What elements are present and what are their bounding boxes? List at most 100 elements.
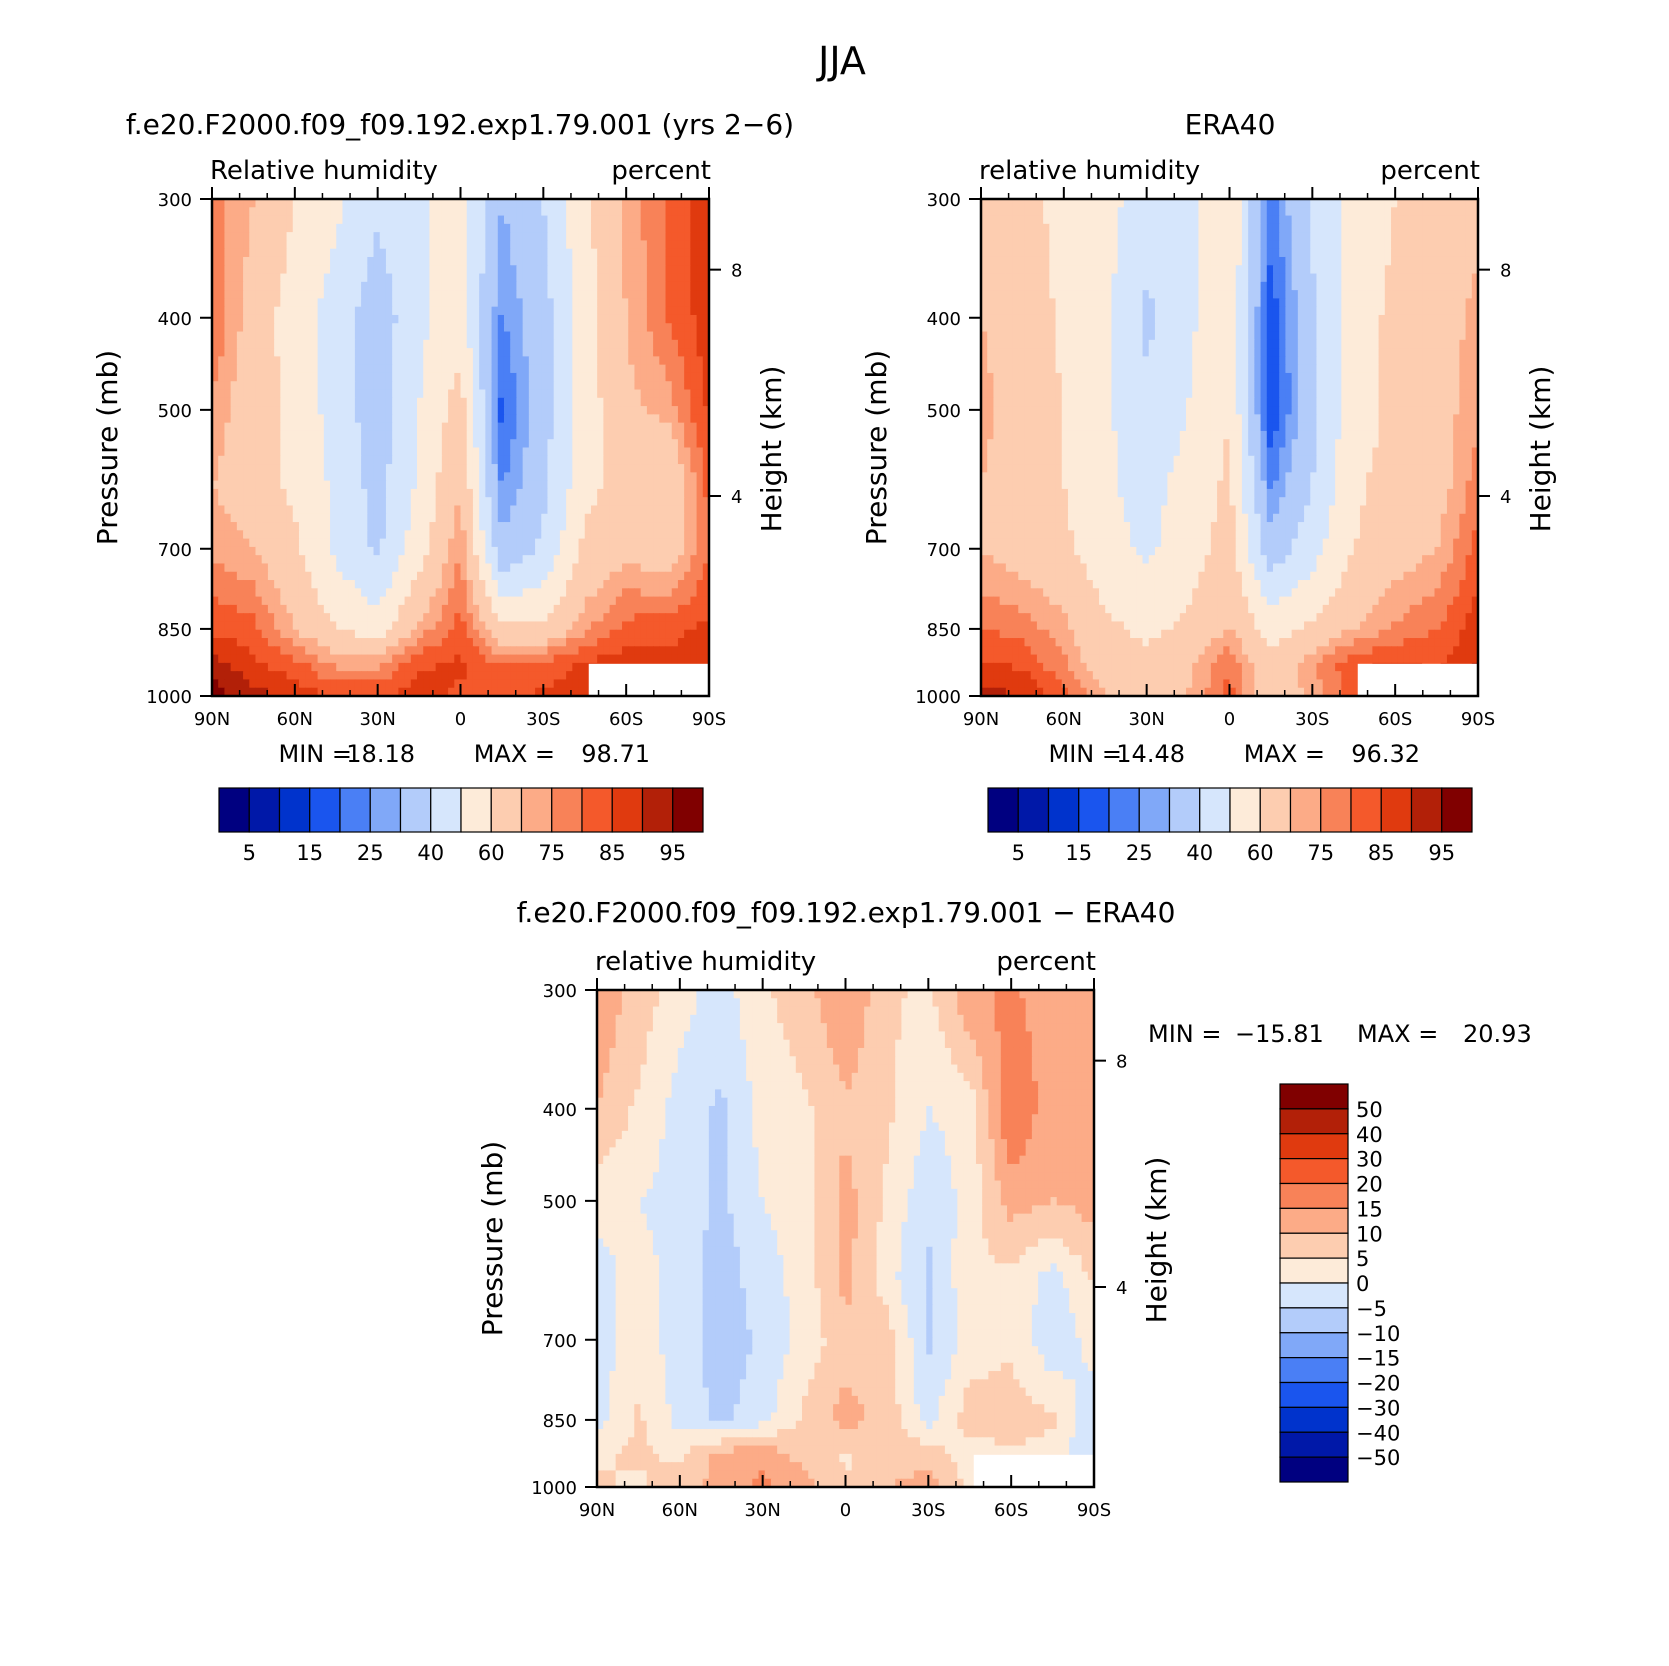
field-cell xyxy=(466,439,474,449)
field-cell xyxy=(479,199,486,208)
field-cell xyxy=(690,199,698,208)
field-cell xyxy=(553,613,561,623)
field-cell xyxy=(404,439,412,449)
field-cell xyxy=(603,613,611,623)
field-cell xyxy=(212,364,219,374)
field-cell xyxy=(317,406,325,415)
field-cell xyxy=(609,613,617,623)
field-cell xyxy=(298,430,306,440)
field-cell xyxy=(497,671,505,681)
field-cell xyxy=(280,397,288,407)
field-cell xyxy=(361,654,368,664)
field-cell xyxy=(584,621,592,631)
field-cell xyxy=(230,588,238,598)
field-cell xyxy=(553,381,561,391)
field-cell xyxy=(491,687,499,697)
field-cell xyxy=(566,604,573,614)
field-cell xyxy=(547,497,555,507)
field-cell xyxy=(559,348,567,357)
field-cell xyxy=(348,505,356,515)
field-cell xyxy=(603,505,611,515)
field-cell xyxy=(541,422,549,432)
colorbar-swatch xyxy=(399,787,432,833)
field-cell xyxy=(274,662,281,672)
field-cell xyxy=(230,290,238,299)
field-cell xyxy=(448,240,455,250)
field-cell xyxy=(578,687,586,697)
field-cell xyxy=(230,381,238,391)
field-cell xyxy=(671,638,679,647)
field-cell xyxy=(249,546,257,556)
field-cell xyxy=(361,406,368,415)
field-cell xyxy=(354,281,362,291)
field-cell xyxy=(392,306,399,316)
field-cell xyxy=(622,298,629,308)
field-cell xyxy=(615,298,623,308)
field-cell xyxy=(702,571,710,581)
field-cell xyxy=(528,323,536,333)
field-cell xyxy=(336,372,344,382)
field-cell xyxy=(373,207,381,217)
field-cell xyxy=(361,207,368,217)
field-cell xyxy=(379,687,387,697)
field-cell xyxy=(1154,199,1162,208)
field-cell xyxy=(702,546,710,556)
field-cell xyxy=(373,638,381,647)
field-cell xyxy=(454,530,462,540)
field-cell xyxy=(485,513,493,523)
field-cell xyxy=(578,414,586,424)
field-cell xyxy=(1384,199,1392,208)
field-cell xyxy=(410,671,418,681)
field-cell xyxy=(410,555,418,565)
field-cell xyxy=(330,654,337,664)
field-cell xyxy=(286,522,294,531)
field-cell xyxy=(317,621,325,631)
field-cell xyxy=(696,389,704,399)
field-cell xyxy=(429,555,437,565)
field-cell xyxy=(280,488,288,498)
field-cell xyxy=(1086,199,1094,208)
field-cell xyxy=(510,464,518,473)
field-cell xyxy=(261,455,269,465)
field-cell xyxy=(398,314,406,324)
field-cell xyxy=(435,265,443,275)
field-cell xyxy=(479,323,486,333)
field-cell xyxy=(615,256,623,266)
field-cell xyxy=(342,430,350,440)
field-cell xyxy=(472,488,480,498)
field-cell xyxy=(522,671,530,681)
field-cell xyxy=(286,348,294,357)
field-cell xyxy=(1005,207,1013,217)
field-cell xyxy=(665,654,673,664)
field-cell xyxy=(578,215,586,225)
field-cell xyxy=(485,555,493,565)
field-cell xyxy=(243,397,250,407)
field-cell xyxy=(348,397,356,407)
field-cell xyxy=(423,298,431,308)
field-cell xyxy=(684,364,691,374)
field-cell xyxy=(336,488,344,498)
field-cell xyxy=(249,455,257,465)
field-cell xyxy=(249,480,257,490)
field-cell xyxy=(472,323,480,333)
field-cell xyxy=(392,199,399,208)
field-cell xyxy=(603,281,611,291)
field-cell xyxy=(224,265,232,275)
field-cell xyxy=(472,232,480,242)
field-cell xyxy=(472,580,480,589)
field-cell xyxy=(218,331,226,341)
field-cell xyxy=(280,480,288,490)
field-cell xyxy=(522,281,530,291)
field-cell xyxy=(348,580,356,589)
field-cell xyxy=(559,447,567,457)
field-cell xyxy=(255,397,263,407)
field-cell xyxy=(503,256,511,266)
field-cell xyxy=(646,381,654,391)
field-cell xyxy=(510,339,518,349)
field-cell xyxy=(671,596,679,606)
field-cell xyxy=(379,530,387,540)
field-cell xyxy=(373,232,381,242)
field-cell xyxy=(541,240,549,250)
field-cell xyxy=(510,679,518,689)
field-cell xyxy=(385,488,393,498)
